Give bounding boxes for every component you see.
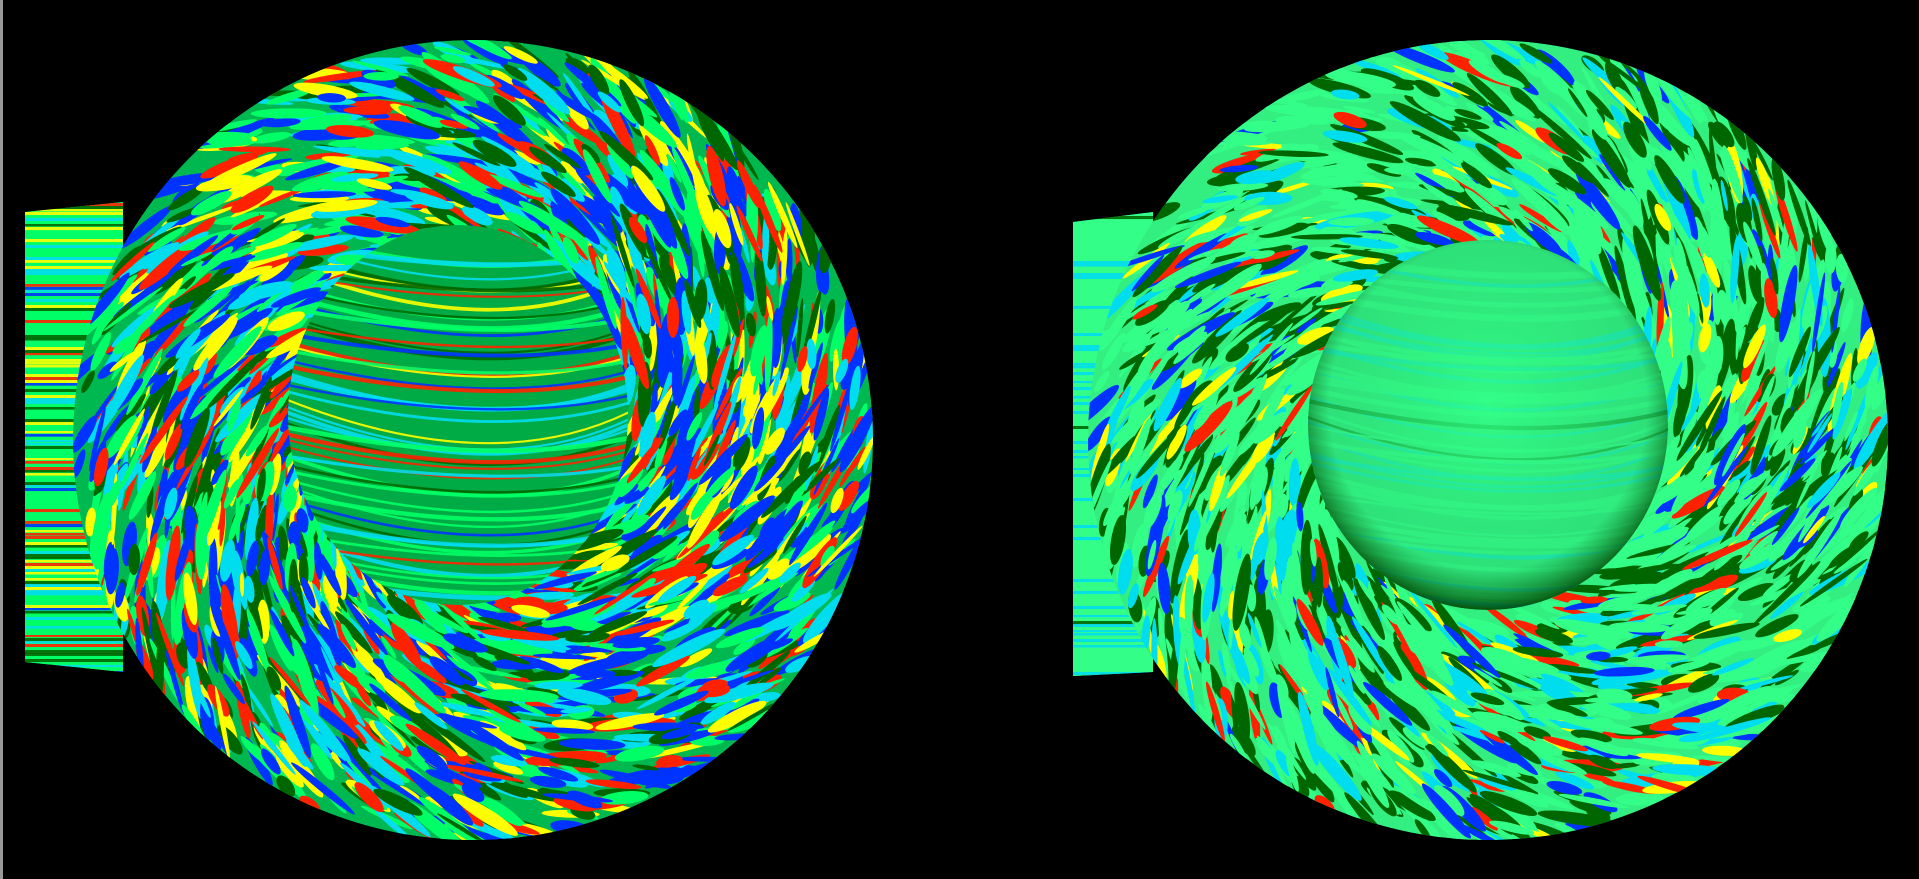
left-tube-visualization [3, 0, 903, 879]
right-tube-image [1073, 40, 1888, 840]
right-tube-visualization [1043, 0, 1919, 879]
left-tube-image [25, 40, 873, 840]
